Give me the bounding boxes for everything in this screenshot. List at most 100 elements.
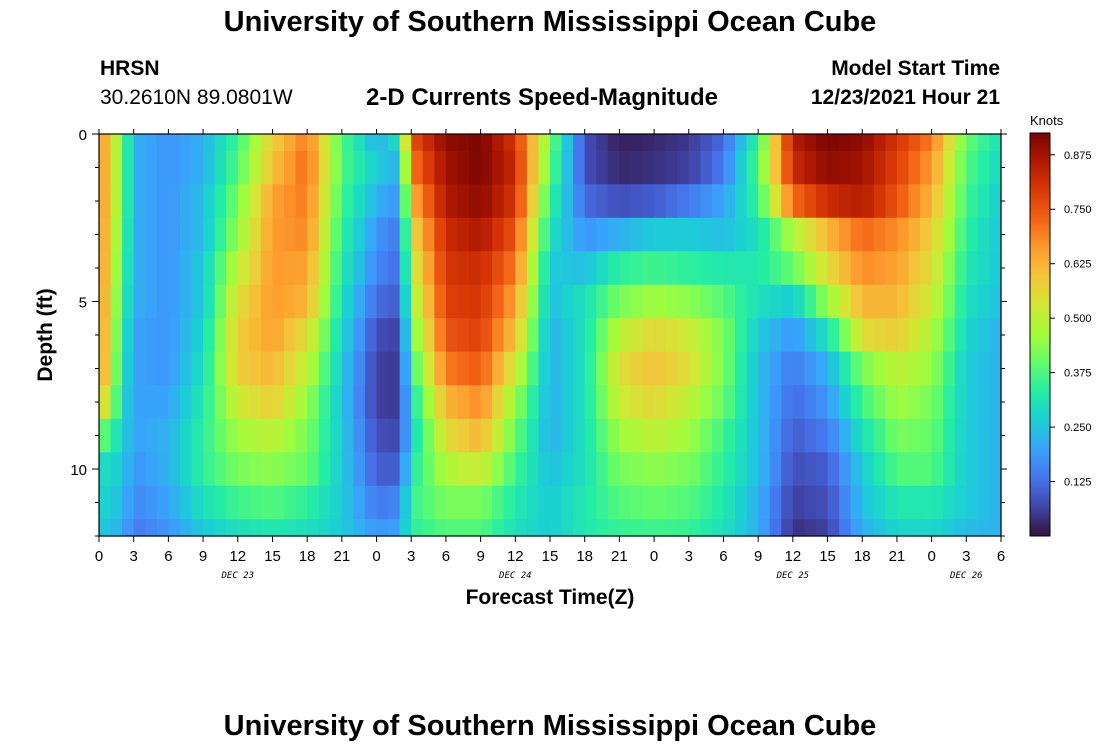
heatmap-cell (538, 318, 551, 353)
heatmap-cell (353, 184, 366, 219)
heatmap-cell (873, 184, 886, 219)
heatmap-cell (376, 150, 389, 185)
heatmap-cell (561, 217, 574, 252)
heatmap-cell (711, 485, 725, 520)
heatmap-cell (989, 318, 1002, 353)
heatmap-cell (122, 485, 135, 520)
heatmap-cell (966, 184, 979, 219)
heatmap-cell (214, 251, 227, 286)
heatmap-cell (388, 385, 401, 420)
heatmap-cell (133, 418, 146, 453)
heatmap-cell (561, 452, 574, 487)
heatmap-cell (503, 519, 516, 537)
heatmap-cell (954, 150, 967, 185)
heatmap-cell (977, 318, 991, 353)
heatmap-cell (654, 418, 667, 453)
heatmap-cell (677, 134, 690, 152)
heatmap-cell (145, 452, 158, 487)
heatmap-cell (422, 318, 435, 353)
heatmap-cell (318, 519, 331, 537)
heatmap-cell (168, 452, 181, 487)
heatmap-cell (769, 284, 782, 319)
heatmap-cell (723, 318, 736, 353)
heatmap-cell (654, 284, 667, 319)
heatmap-cell (538, 251, 551, 286)
heatmap-cell (469, 351, 482, 386)
heatmap-cell (353, 150, 366, 185)
heatmap-cell (584, 318, 597, 353)
heatmap-cell (133, 452, 146, 487)
heatmap-cell (272, 284, 285, 319)
heatmap-cell (665, 351, 678, 386)
heatmap-cell (977, 452, 991, 487)
heatmap-cell (445, 318, 459, 353)
day-label: DEC 24 (498, 571, 532, 581)
heatmap-cell (573, 150, 586, 185)
heatmap-cell (122, 217, 135, 252)
colorbar-tick-label: 0.875 (1064, 150, 1092, 162)
heatmap-cell (434, 251, 447, 286)
heatmap-cell (318, 452, 331, 487)
model-start-label: Model Start Time (831, 57, 1000, 80)
heatmap-cell (607, 134, 620, 152)
heatmap-cell (260, 284, 274, 319)
heatmap-cell (191, 351, 204, 386)
heatmap-cell (746, 217, 759, 252)
heatmap-cell (376, 385, 389, 420)
heatmap-cell (920, 217, 933, 252)
model-start-value: 12/23/2021 Hour 21 (810, 86, 1000, 109)
heatmap-cell (364, 134, 378, 152)
heatmap-cell (781, 150, 794, 185)
heatmap-cell (538, 519, 551, 537)
heatmap-cell (920, 318, 933, 353)
heatmap-cell (145, 134, 158, 152)
heatmap-cell (203, 318, 216, 353)
heatmap-cell (561, 284, 574, 319)
heatmap-cell (237, 485, 250, 520)
heatmap-cell (850, 452, 863, 487)
heatmap-cell (330, 385, 343, 420)
heatmap-cell (977, 284, 991, 319)
heatmap-cell (665, 251, 678, 286)
heatmap-cell (804, 418, 817, 453)
heatmap-cell (260, 251, 274, 286)
heatmap-cell (561, 134, 574, 152)
heatmap-cell (480, 519, 493, 537)
heatmap-cell (700, 184, 713, 219)
heatmap-cell (688, 251, 701, 286)
heatmap-cell (503, 385, 516, 420)
heatmap-cell (492, 385, 505, 420)
heatmap-cell (966, 452, 979, 487)
heatmap-cell (896, 284, 910, 319)
heatmap-cell (503, 351, 516, 386)
heatmap-cell (688, 134, 701, 152)
heatmap-cell (654, 251, 667, 286)
heatmap-cell (330, 485, 343, 520)
heatmap-cell (584, 351, 597, 386)
heatmap-cell (688, 150, 701, 185)
heatmap-cell (908, 134, 921, 152)
heatmap-cell (607, 418, 620, 453)
heatmap-cell (688, 284, 701, 319)
heatmap-cell (480, 251, 493, 286)
heatmap-cell (376, 284, 389, 319)
heatmap-cell (214, 418, 227, 453)
heatmap-cell (607, 184, 620, 219)
heatmap-cell (445, 452, 459, 487)
heatmap-cell (411, 418, 424, 453)
heatmap-cell (908, 318, 921, 353)
heatmap-cell (145, 485, 158, 520)
heatmap-cell (596, 485, 609, 520)
heatmap-cell (515, 150, 528, 185)
heatmap-cell (619, 184, 632, 219)
heatmap-cell (723, 134, 736, 152)
heatmap-cell (815, 217, 829, 252)
heatmap-cell (249, 150, 262, 185)
heatmap-cell (110, 217, 123, 252)
heatmap-cell (896, 418, 910, 453)
heatmap-cell (943, 418, 956, 453)
heatmap-cell (388, 150, 401, 185)
heatmap-cell (781, 284, 794, 319)
heatmap-cell (179, 150, 193, 185)
heatmap-cell (758, 217, 771, 252)
